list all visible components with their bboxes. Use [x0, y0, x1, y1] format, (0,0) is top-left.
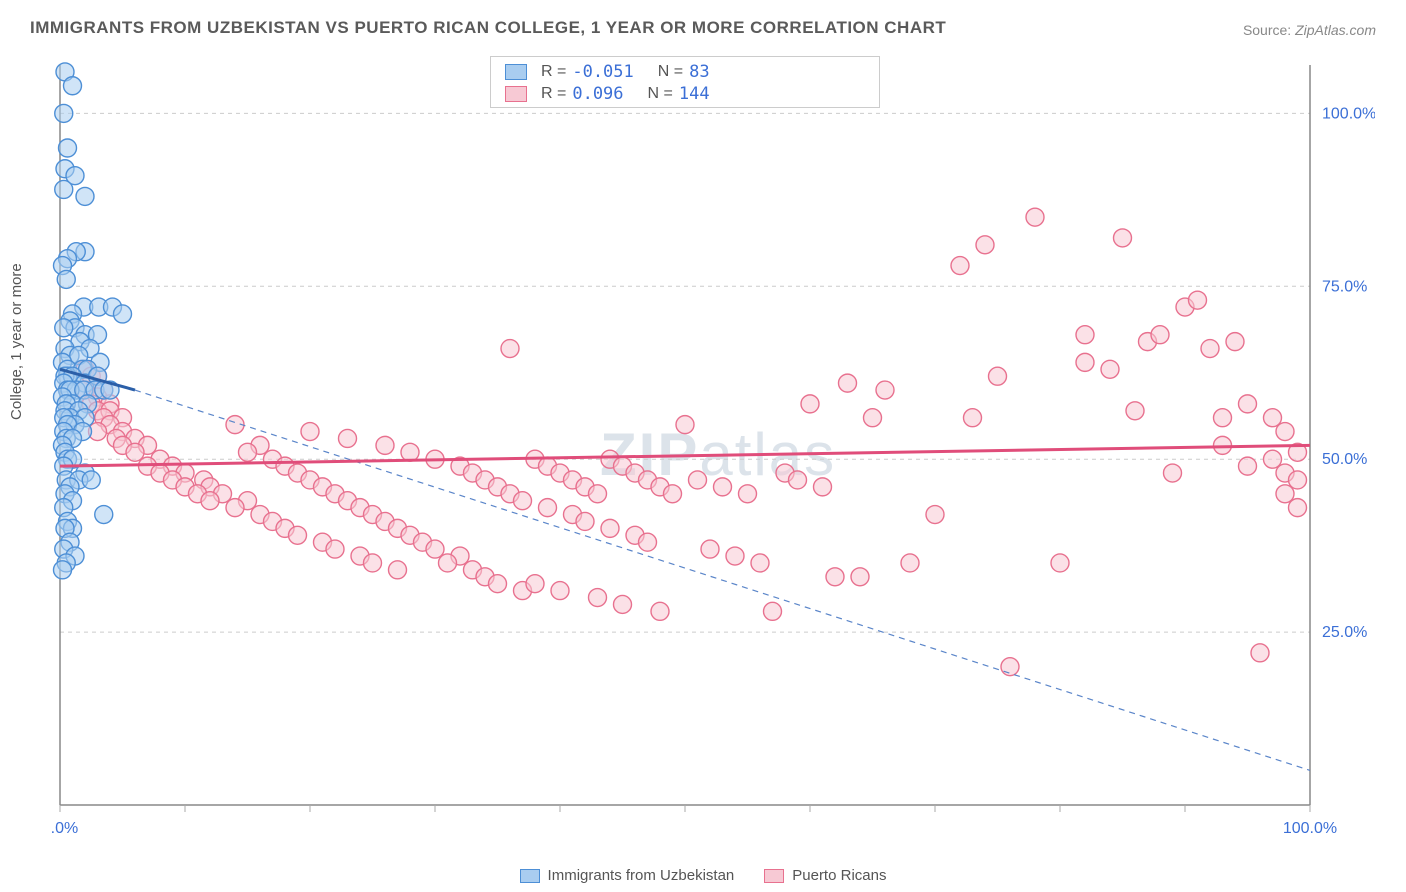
legend-item-puertorican: Puerto Ricans — [764, 867, 886, 884]
r-label: R = — [541, 63, 566, 81]
legend-row-uzbekistan: R = -0.051 N = 83 — [505, 61, 865, 83]
scatter-chart: 25.0% 50.0% 75.0% 100.0% 0.0% 100.0% — [50, 55, 1375, 845]
legend-swatch-uzbekistan — [505, 64, 527, 80]
n-label: N = — [658, 63, 683, 81]
svg-text:25.0%: 25.0% — [1322, 624, 1367, 641]
correlation-legend: R = -0.051 N = 83 R = 0.096 N = 144 — [490, 56, 880, 108]
svg-text:100.0%: 100.0% — [1283, 820, 1337, 837]
r-value-puertorican: 0.096 — [572, 84, 623, 104]
r-value-uzbekistan: -0.051 — [572, 62, 633, 82]
n-label: N = — [648, 85, 673, 103]
series-legend: Immigrants from Uzbekistan Puerto Ricans — [0, 867, 1406, 884]
svg-text:0.0%: 0.0% — [50, 820, 78, 837]
n-value-puertorican: 144 — [679, 84, 710, 104]
r-label: R = — [541, 85, 566, 103]
legend-row-puertorican: R = 0.096 N = 144 — [505, 83, 865, 105]
legend-label-uzbekistan: Immigrants from Uzbekistan — [548, 867, 735, 884]
y-axis-label: College, 1 year or more — [8, 263, 25, 420]
legend-swatch-puertorican — [505, 86, 527, 102]
legend-swatch-puertorican-bottom — [764, 869, 784, 883]
svg-text:75.0%: 75.0% — [1322, 278, 1367, 295]
legend-swatch-uzbekistan-bottom — [520, 869, 540, 883]
svg-text:100.0%: 100.0% — [1322, 105, 1375, 122]
source-label: Source: — [1243, 22, 1291, 38]
svg-text:50.0%: 50.0% — [1322, 451, 1367, 468]
chart-title: IMMIGRANTS FROM UZBEKISTAN VS PUERTO RIC… — [30, 18, 946, 38]
plot-container: 25.0% 50.0% 75.0% 100.0% 0.0% 100.0% — [50, 55, 1375, 845]
source-name: ZipAtlas.com — [1295, 22, 1376, 38]
legend-label-puertorican: Puerto Ricans — [792, 867, 886, 884]
source-attribution: Source: ZipAtlas.com — [1243, 22, 1376, 38]
legend-item-uzbekistan: Immigrants from Uzbekistan — [520, 867, 735, 884]
n-value-uzbekistan: 83 — [689, 62, 709, 82]
